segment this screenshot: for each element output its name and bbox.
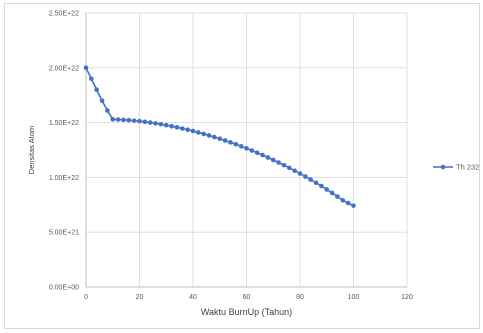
y-tick-label: 5.00E+21 <box>49 230 79 237</box>
data-point <box>169 123 174 129</box>
data-point <box>99 98 105 103</box>
data-point <box>185 127 190 133</box>
y-tick-label: 0.00E+00 <box>49 285 79 292</box>
data-point <box>126 117 132 123</box>
data-point <box>265 155 271 160</box>
data-point <box>313 180 319 186</box>
data-point <box>276 160 281 165</box>
data-point <box>115 117 121 122</box>
data-point <box>158 121 164 127</box>
data-point <box>238 143 244 149</box>
data-point <box>83 65 89 71</box>
data-point <box>319 183 324 189</box>
data-point <box>292 168 297 174</box>
grid <box>86 12 408 287</box>
x-tick-label: 100 <box>348 294 360 301</box>
data-point <box>335 194 340 199</box>
data-point <box>121 117 126 123</box>
data-point <box>254 150 260 156</box>
y-tick-label: 2.00E+22 <box>49 65 79 72</box>
data-point <box>308 177 314 182</box>
y-tick-label: 1.00E+22 <box>49 175 79 182</box>
legend-swatch-marker <box>440 164 446 170</box>
x-tick-label: 40 <box>189 294 197 301</box>
data-point <box>105 108 110 113</box>
data-point <box>180 126 185 131</box>
x-axis-title: Waktu BurnUp (Tahun) <box>201 307 292 317</box>
data-point <box>287 165 292 171</box>
data-point <box>345 200 351 206</box>
data-point <box>244 146 249 151</box>
data-point <box>110 117 116 122</box>
data-point <box>201 131 206 137</box>
y-tick-label: 1.50E+22 <box>49 120 79 127</box>
data-point <box>163 122 169 128</box>
legend-label: Th 232 <box>456 163 479 172</box>
data-point <box>351 203 356 208</box>
data-point <box>297 171 303 176</box>
data-point <box>217 136 223 142</box>
data-point <box>147 120 153 125</box>
data-point <box>222 138 228 143</box>
data-point <box>329 190 335 196</box>
data-point <box>142 119 148 125</box>
x-tick-label: 0 <box>84 294 88 301</box>
data-point <box>89 76 94 82</box>
data-point <box>340 198 346 203</box>
y-tick-label: 2.50E+22 <box>49 11 79 18</box>
data-point <box>324 187 330 192</box>
x-tick-labels: 0 20 40 60 80 100 120 <box>84 294 413 301</box>
legend: Th 232 <box>433 163 479 172</box>
data-point <box>131 118 137 123</box>
x-tick-label: 80 <box>296 294 304 301</box>
x-tick-label: 120 <box>401 294 413 301</box>
data-point <box>206 133 212 138</box>
y-axis-title: Densitas Atom <box>27 126 36 174</box>
y-tick-labels: 0.00E+00 5.00E+21 1.00E+22 1.50E+22 2.00E+22… <box>49 11 79 292</box>
data-point <box>94 87 99 93</box>
data-point <box>153 121 158 126</box>
data-point <box>281 162 287 168</box>
data-point <box>174 125 180 130</box>
chart-frame <box>4 3 480 329</box>
data-point <box>233 142 239 147</box>
data-point <box>190 128 196 134</box>
axes <box>85 13 407 288</box>
data-point <box>270 157 276 163</box>
data-point <box>260 152 265 158</box>
data-point <box>196 130 201 135</box>
data-point <box>212 134 217 140</box>
x-tick-label: 60 <box>243 294 251 301</box>
data-point <box>137 118 142 124</box>
data-point <box>303 174 308 179</box>
series-group <box>83 65 356 208</box>
data-point <box>249 148 255 153</box>
data-point <box>228 140 233 145</box>
x-tick-label: 20 <box>136 294 144 301</box>
